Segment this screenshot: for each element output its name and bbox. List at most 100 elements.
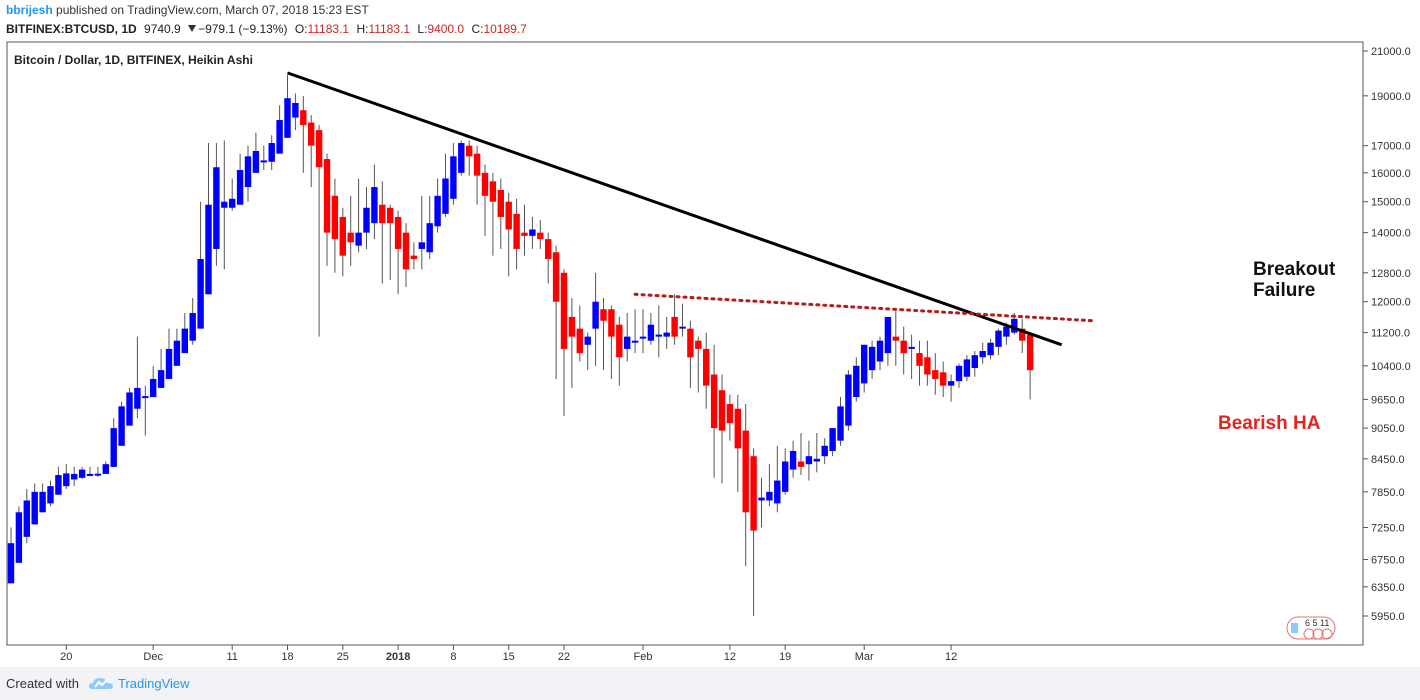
y-tick-label: 5950.0: [1371, 611, 1405, 623]
publisher-name[interactable]: bbrijesh: [6, 3, 53, 17]
drawings-layer: [287, 71, 1095, 347]
candle: [876, 336, 884, 371]
chart-header: bbrijesh published on TradingView.com, M…: [0, 0, 1420, 40]
y-tick-label: 21000.0: [1371, 46, 1411, 58]
candle-body: [71, 473, 78, 480]
candle-body: [703, 348, 710, 386]
candle: [252, 132, 260, 173]
x-tick-label: 18: [281, 651, 293, 663]
candle: [331, 178, 339, 273]
candle-body: [221, 201, 228, 208]
candle-body: [868, 346, 876, 371]
candle: [924, 340, 931, 386]
candle: [142, 385, 149, 436]
y-tick-label: 16000.0: [1371, 168, 1411, 180]
candle: [387, 204, 394, 280]
candle-body: [308, 122, 315, 146]
candle: [260, 145, 267, 171]
candle-body: [7, 543, 15, 584]
candle: [758, 477, 765, 528]
y-tick-label: 9650.0: [1371, 394, 1405, 406]
time-axis[interactable]: 20 Dec 11 18 25 2018 8 15 22 Feb 12 19 Mar 12: [60, 645, 957, 663]
candle-body: [157, 370, 165, 388]
candle: [63, 464, 70, 490]
candle: [31, 483, 38, 525]
tradingview-cloud-icon[interactable]: [88, 675, 114, 693]
candle-body: [797, 461, 805, 467]
candle: [963, 355, 971, 382]
candle-body: [481, 172, 489, 196]
candle: [315, 125, 323, 337]
candle: [521, 204, 528, 256]
candle-body: [126, 392, 133, 426]
price-axis[interactable]: 21000.0 19000.0 17000.0 16000.0 15000.0 14000…: [1363, 46, 1411, 623]
candle: [205, 143, 212, 295]
candle-body: [394, 216, 402, 249]
y-tick-label: 7250.0: [1371, 522, 1405, 534]
candle-body: [695, 340, 702, 349]
candle-body: [600, 309, 607, 321]
y-tick-label: 8450.0: [1371, 454, 1405, 466]
candle: [979, 342, 986, 364]
watermark-ring: [1321, 628, 1333, 640]
candle-body: [568, 316, 576, 337]
candle-body: [552, 252, 560, 302]
candle: [647, 313, 655, 345]
annotation-line-1: Breakout: [1253, 259, 1336, 280]
candle-body: [300, 110, 307, 126]
candle: [442, 153, 449, 217]
candle-body: [371, 187, 378, 224]
created-with-label: Created with: [6, 676, 79, 691]
candle-body: [189, 313, 196, 341]
candle: [845, 370, 852, 431]
candle: [671, 294, 678, 345]
candle-body: [584, 336, 591, 345]
tradingview-link[interactable]: TradingView: [118, 676, 190, 691]
candle: [213, 143, 220, 266]
candle: [853, 357, 860, 402]
candle: [86, 466, 94, 477]
x-tick-label: 20: [60, 651, 72, 663]
candle-body: [513, 213, 520, 249]
candle: [1026, 332, 1034, 400]
close-label: C:: [471, 22, 484, 36]
candle-body: [529, 229, 536, 236]
candle-body: [624, 336, 631, 349]
x-tick-label: Dec: [143, 651, 163, 663]
candle: [402, 223, 410, 288]
candle: [639, 309, 647, 354]
y-tick-label: 17000.0: [1371, 141, 1411, 153]
candles-layer: [7, 75, 1034, 616]
candle: [410, 242, 418, 270]
candle: [916, 340, 923, 386]
candle: [394, 210, 402, 295]
x-tick-label: 22: [558, 651, 570, 663]
candle-body: [742, 430, 749, 513]
ohlc-legend: BITFINEX:BTCUSD, 1D 9740.9 −979.1 (−9.13…: [6, 22, 527, 36]
y-tick-label: 15000.0: [1371, 197, 1411, 209]
y-tick-label: 14000.0: [1371, 228, 1411, 240]
candle: [173, 328, 181, 366]
watermark-ring: [1312, 628, 1324, 640]
candle-body: [813, 458, 820, 462]
candle-body: [947, 381, 955, 386]
candle-body: [31, 491, 38, 525]
x-tick-label: 2018: [386, 651, 410, 663]
y-tick-label: 9050.0: [1371, 423, 1405, 435]
candle: [861, 344, 868, 393]
candle-body: [655, 334, 662, 337]
candle: [434, 178, 441, 233]
candle: [908, 334, 915, 379]
candle: [1019, 318, 1026, 354]
candle-body: [908, 346, 915, 349]
candle: [371, 164, 378, 240]
last-price: 9740.9: [144, 22, 181, 36]
candle: [631, 309, 639, 354]
flag-stripe: [1291, 623, 1298, 633]
candle-body: [15, 512, 23, 563]
candle-body: [489, 181, 497, 202]
candle: [624, 313, 631, 362]
y-tick-label: 19000.0: [1371, 91, 1411, 103]
chart-canvas[interactable]: Bitcoin / Dollar, 1D, BITFINEX, Heikin A…: [0, 0, 1420, 667]
candle-body: [1026, 334, 1034, 371]
